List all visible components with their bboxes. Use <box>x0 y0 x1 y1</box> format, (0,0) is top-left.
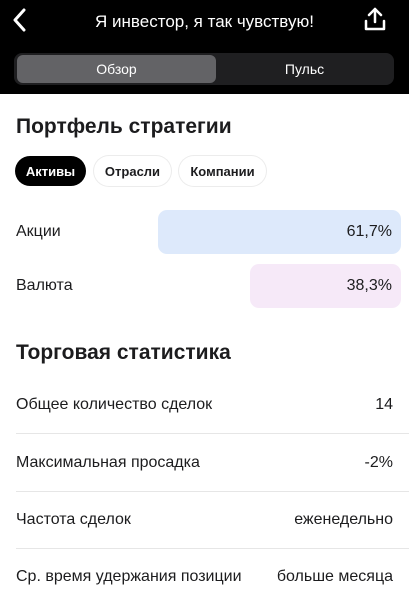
top-bar: Я инвестор, я так чувствую! Обзор Пульс <box>0 0 409 94</box>
stat-label: Максимальная просадка <box>16 453 200 471</box>
stat-value: 14 <box>375 395 393 413</box>
stats-title: Торговая статистика <box>16 341 231 364</box>
stat-value: больше месяца <box>276 568 393 585</box>
allocation-bar-stocks: 61,7% <box>158 210 401 254</box>
page-title: Я инвестор, я так чувствую! <box>95 12 314 31</box>
stat-row-total-trades: Общее количество сделок 14 <box>16 376 409 434</box>
share-button[interactable] <box>363 7 387 36</box>
stat-label: Общее количество сделок <box>16 395 213 413</box>
stat-label: Частота сделок <box>16 510 131 528</box>
stat-row-holding-time: Ср. время удержания позиции больше месяц… <box>16 548 409 604</box>
portfolio-title: Портфель стратегии <box>16 115 232 138</box>
stat-row-max-drawdown: Максимальная просадка -2% <box>16 434 409 492</box>
allocation-label-stocks: Акции <box>16 223 61 240</box>
filter-industries-chip[interactable]: Отрасли <box>94 156 171 186</box>
stat-row-trade-frequency: Частота сделок еженедельно <box>16 491 409 549</box>
allocation-track-stocks: 61,7% <box>16 210 401 254</box>
allocation-track-currency: 38,3% <box>16 264 401 308</box>
segment-overview[interactable]: Обзор <box>17 55 216 83</box>
allocation-bar-currency: 38,3% <box>250 264 401 308</box>
allocation-label-currency: Валюта <box>16 277 73 294</box>
back-button[interactable] <box>8 8 32 36</box>
stat-label: Ср. время удержания позиции <box>16 568 242 585</box>
filter-assets-chip[interactable]: Активы <box>15 156 86 186</box>
chevron-left-icon <box>12 8 28 37</box>
segmented-control: Обзор Пульс <box>14 53 394 85</box>
share-upload-icon <box>364 7 386 36</box>
filter-companies-chip[interactable]: Компании <box>179 156 266 186</box>
segment-pulse[interactable]: Пульс <box>284 61 325 77</box>
stat-value: -2% <box>364 453 393 471</box>
stat-value: еженедельно <box>294 510 393 528</box>
